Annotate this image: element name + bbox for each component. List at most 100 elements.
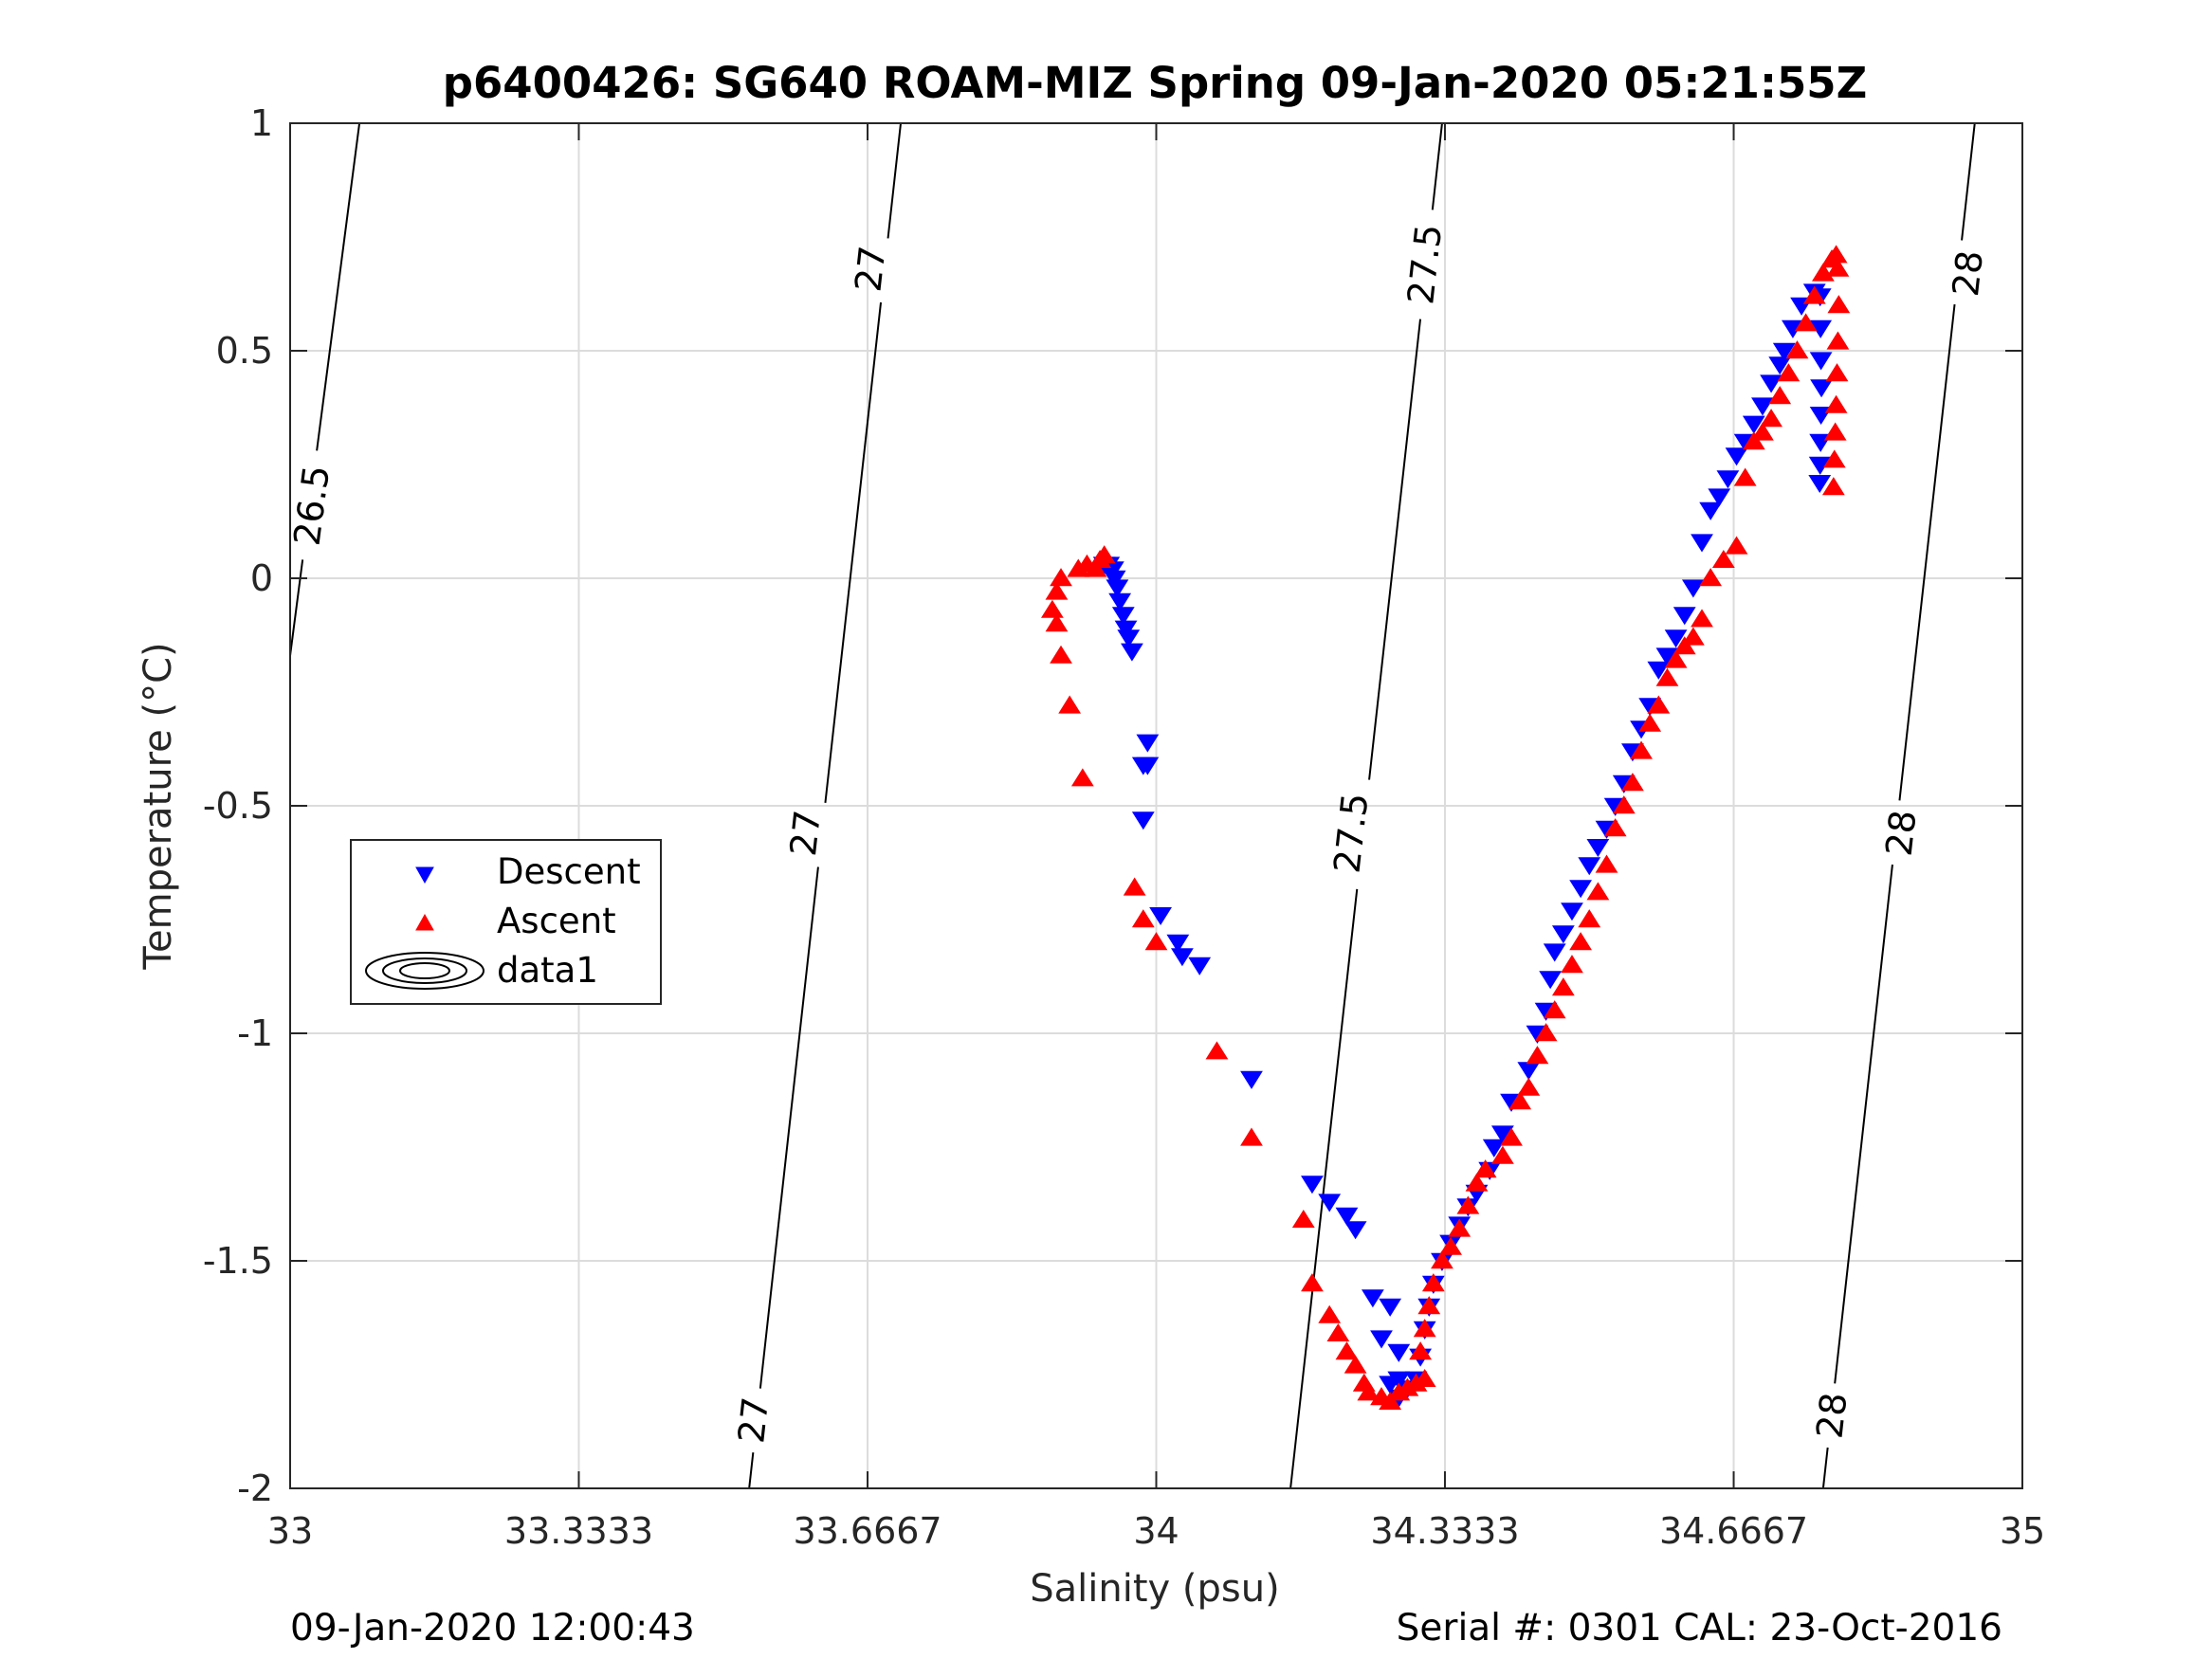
- x-axis-label: Salinity (psu): [1030, 1567, 1279, 1611]
- ascent-marker: [1448, 1218, 1472, 1237]
- ascent-marker: [1431, 1250, 1453, 1269]
- descent-marker: [1810, 379, 1833, 398]
- legend-contour-icon: [365, 952, 484, 990]
- contour-label: 27.5: [1326, 791, 1377, 875]
- descent-marker: [1117, 629, 1141, 648]
- ascent-marker: [1569, 932, 1593, 951]
- descent-marker: [1387, 1343, 1411, 1362]
- data-markers: [1040, 245, 1851, 1410]
- legend-box: [350, 839, 662, 1005]
- descent-marker: [1387, 1371, 1411, 1390]
- descent-marker: [1318, 1194, 1342, 1212]
- x-tick-label: 35: [2000, 1510, 2045, 1552]
- descent-marker: [1647, 661, 1671, 680]
- legend-descent-marker: [415, 866, 434, 884]
- ascent-marker: [1824, 394, 1848, 413]
- descent-marker: [1136, 757, 1160, 775]
- descent-marker: [1188, 957, 1212, 975]
- ascent-marker: [1326, 1322, 1350, 1341]
- ascent-marker: [1508, 1091, 1532, 1110]
- descent-marker: [1108, 592, 1132, 611]
- contour-line-26.5: [289, 559, 304, 656]
- ascent-marker: [1630, 740, 1653, 759]
- x-tick-label: 33.6667: [793, 1510, 941, 1552]
- contour-line-27: [748, 1452, 755, 1489]
- contour-line-27.5: [1289, 888, 1359, 1489]
- legend-markers: [365, 866, 484, 990]
- descent-marker: [1111, 607, 1135, 626]
- y-tick-label: -1: [237, 1012, 273, 1054]
- ascent-marker: [1825, 363, 1849, 382]
- contour-label: 27: [848, 244, 894, 294]
- ascent-marker: [1578, 909, 1601, 928]
- descent-marker: [1482, 1139, 1506, 1158]
- descent-marker: [1551, 925, 1575, 944]
- ascent-marker: [1586, 882, 1610, 901]
- contour-line-27.5: [1431, 122, 1443, 210]
- ascent-marker: [1638, 713, 1662, 732]
- ascent-marker: [1612, 795, 1636, 814]
- descent-marker: [1673, 607, 1696, 626]
- footer-serial-cal: Serial #: 0301 CAL: 23-Oct-2016: [1397, 1607, 2002, 1650]
- descent-marker: [1742, 415, 1765, 434]
- descent-marker: [1344, 1221, 1367, 1240]
- ascent-marker: [1092, 545, 1116, 564]
- ascent-marker: [1131, 909, 1155, 928]
- contour-line-28: [1961, 122, 1976, 241]
- ascent-marker: [1421, 1273, 1445, 1292]
- ascent-marker: [1742, 431, 1765, 450]
- contour-label: 28: [1878, 808, 1925, 858]
- descent-marker: [1103, 570, 1126, 589]
- descent-marker: [1699, 501, 1723, 520]
- descent-marker: [1240, 1070, 1263, 1089]
- ascent-marker: [1699, 568, 1723, 587]
- ascent-marker: [1413, 1368, 1436, 1387]
- x-axis-ticks: 33 33.3333 33.6667 34 34.3333 34.6667 35: [267, 123, 2045, 1552]
- descent-marker: [1166, 934, 1190, 953]
- descent-marker: [1808, 475, 1832, 494]
- descent-marker: [1772, 342, 1796, 361]
- ascent-marker: [1050, 645, 1072, 664]
- footer-timestamp: 09-Jan-2020 12:00:43: [290, 1607, 695, 1650]
- descent-marker: [1586, 839, 1610, 858]
- ascent-marker: [1655, 667, 1679, 686]
- ascent-marker: [1465, 1173, 1489, 1192]
- descent-marker: [1760, 374, 1782, 393]
- ascent-marker: [1205, 1041, 1229, 1060]
- y-tick-label: -1.5: [203, 1240, 273, 1282]
- ascent-marker: [1664, 649, 1688, 668]
- legend-ascent-marker: [415, 913, 434, 931]
- y-tick-label: 1: [250, 102, 273, 144]
- ascent-marker: [1517, 1077, 1541, 1096]
- descent-marker: [1149, 907, 1172, 926]
- contour-line-27: [887, 122, 903, 239]
- ascent-marker: [1439, 1236, 1462, 1255]
- contour-line-28: [1834, 864, 1893, 1384]
- ascent-marker: [1760, 409, 1782, 428]
- ascent-marker: [1681, 627, 1705, 646]
- contour-line-27: [824, 301, 883, 804]
- ascent-marker: [1826, 331, 1850, 350]
- ascent-marker: [1058, 695, 1082, 714]
- descent-marker: [1171, 948, 1194, 967]
- y-axis-ticks: 1 0.5 0 -0.5 -1 -1.5 -2: [203, 102, 2022, 1509]
- ascent-marker: [1318, 1304, 1342, 1323]
- ascent-marker: [1561, 955, 1583, 974]
- contour-line-27.5: [1368, 319, 1422, 780]
- legend-entry-data1: data1: [497, 950, 598, 991]
- descent-marker: [1539, 971, 1563, 990]
- ascent-marker: [1647, 695, 1671, 714]
- descent-marker: [1106, 579, 1129, 598]
- descent-marker: [1768, 356, 1792, 375]
- ascent-marker: [1822, 449, 1846, 468]
- ascent-marker: [1534, 1023, 1558, 1042]
- descent-marker: [1114, 620, 1138, 639]
- contour-label: 27: [730, 1395, 777, 1446]
- descent-marker: [1691, 534, 1713, 553]
- descent-marker: [1809, 352, 1833, 371]
- ascent-marker: [1045, 613, 1069, 632]
- y-tick-label: 0.5: [216, 330, 273, 372]
- ascent-marker: [1500, 1127, 1523, 1146]
- descent-marker: [1361, 1289, 1384, 1308]
